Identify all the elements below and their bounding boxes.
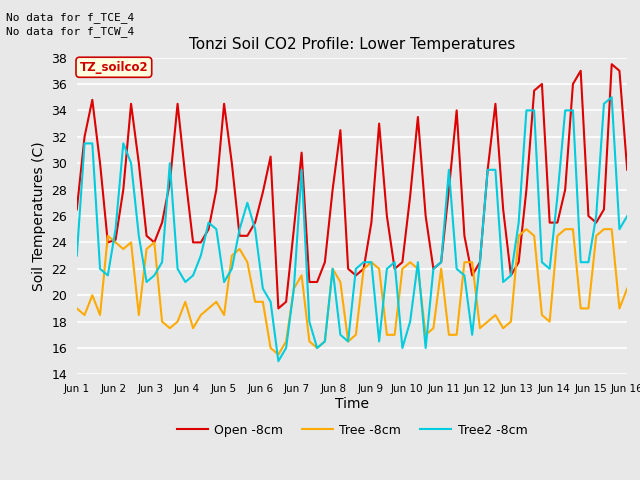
Tree -8cm [391,332,399,338]
Open -8cm [259,190,267,195]
Open -8cm [453,108,461,113]
Tree2 -8cm [275,358,282,364]
Tree -8cm [593,233,600,239]
X-axis label: Time: Time [335,397,369,411]
Tree2 -8cm [584,259,592,265]
Open -8cm [429,266,437,272]
Tree -8cm [259,299,267,305]
Open -8cm [623,167,631,173]
Tree2 -8cm [608,95,616,100]
Line: Open -8cm: Open -8cm [77,64,627,309]
Open -8cm [584,213,592,219]
Open -8cm [150,240,158,245]
Tree -8cm [73,306,81,312]
Tree2 -8cm [259,286,267,291]
Tree2 -8cm [429,266,437,272]
Legend: Open -8cm, Tree -8cm, Tree2 -8cm: Open -8cm, Tree -8cm, Tree2 -8cm [172,419,532,442]
Tree -8cm [275,352,282,358]
Tree -8cm [523,227,531,232]
Tree2 -8cm [623,213,631,219]
Text: No data for f_TCE_4: No data for f_TCE_4 [6,12,134,23]
Open -8cm [275,306,282,312]
Title: Tonzi Soil CO2 Profile: Lower Temperatures: Tonzi Soil CO2 Profile: Lower Temperatur… [189,37,515,52]
Open -8cm [608,61,616,67]
Y-axis label: Soil Temperatures (C): Soil Temperatures (C) [31,141,45,291]
Open -8cm [73,206,81,212]
Tree -8cm [429,325,437,331]
Text: TZ_soilco2: TZ_soilco2 [79,61,148,74]
Tree -8cm [150,240,158,245]
Open -8cm [391,266,399,272]
Tree -8cm [453,332,461,338]
Tree2 -8cm [73,252,81,258]
Line: Tree -8cm: Tree -8cm [77,229,627,355]
Text: No data for f_TCW_4: No data for f_TCW_4 [6,26,134,37]
Tree -8cm [623,286,631,291]
Tree2 -8cm [453,266,461,272]
Tree2 -8cm [391,259,399,265]
Tree2 -8cm [150,273,158,278]
Line: Tree2 -8cm: Tree2 -8cm [77,97,627,361]
